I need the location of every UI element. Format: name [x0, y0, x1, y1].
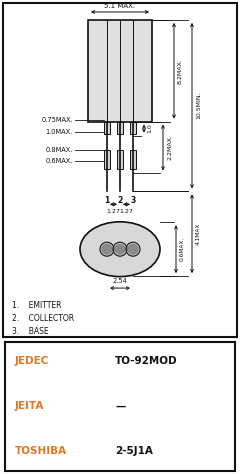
Text: JEITA: JEITA [14, 401, 44, 411]
Text: —: — [115, 401, 126, 411]
Text: JEDEC: JEDEC [14, 356, 49, 366]
Bar [130, 122, 136, 134]
Text: 1.27: 1.27 [120, 210, 133, 214]
Text: 4.1MAX: 4.1MAX [196, 223, 201, 245]
Text: TO-92MOD: TO-92MOD [115, 356, 178, 366]
Bar [104, 122, 110, 134]
Text: 10.5MIN.: 10.5MIN. [196, 92, 201, 119]
Text: 0.8MAX.: 0.8MAX. [46, 146, 73, 153]
Text: 0.6MAX.: 0.6MAX. [180, 237, 185, 261]
Text: 0.6MAX.: 0.6MAX. [46, 158, 73, 164]
Text: 1.27: 1.27 [107, 210, 120, 214]
Circle shape [102, 244, 112, 254]
Text: 2-5J1A: 2-5J1A [115, 447, 153, 456]
Bar [117, 122, 123, 134]
Text: 1.    EMITTER: 1. EMITTER [12, 301, 61, 310]
Text: 2.54: 2.54 [113, 278, 127, 284]
Text: 1: 1 [104, 196, 110, 205]
Text: 5.1 MAX.: 5.1 MAX. [104, 3, 136, 9]
Text: 2.    COLLECTOR: 2. COLLECTOR [12, 314, 74, 323]
Bar [117, 149, 123, 170]
Circle shape [115, 244, 125, 254]
Bar [88, 20, 152, 122]
Text: 1.0: 1.0 [147, 124, 152, 134]
Ellipse shape [80, 222, 160, 277]
Text: 2: 2 [117, 196, 123, 205]
Circle shape [128, 244, 138, 254]
Text: 0.75MAX.: 0.75MAX. [41, 117, 73, 123]
Text: 8.2MAX.: 8.2MAX. [178, 58, 183, 83]
Bar [104, 149, 110, 170]
Bar [130, 149, 136, 170]
Text: 2.2MAX.: 2.2MAX. [167, 135, 172, 161]
Text: 1.0MAX.: 1.0MAX. [46, 128, 73, 135]
Text: 3.    BASE: 3. BASE [12, 327, 49, 336]
Text: TOSHIBA: TOSHIBA [14, 447, 66, 456]
Text: 3: 3 [130, 196, 136, 205]
